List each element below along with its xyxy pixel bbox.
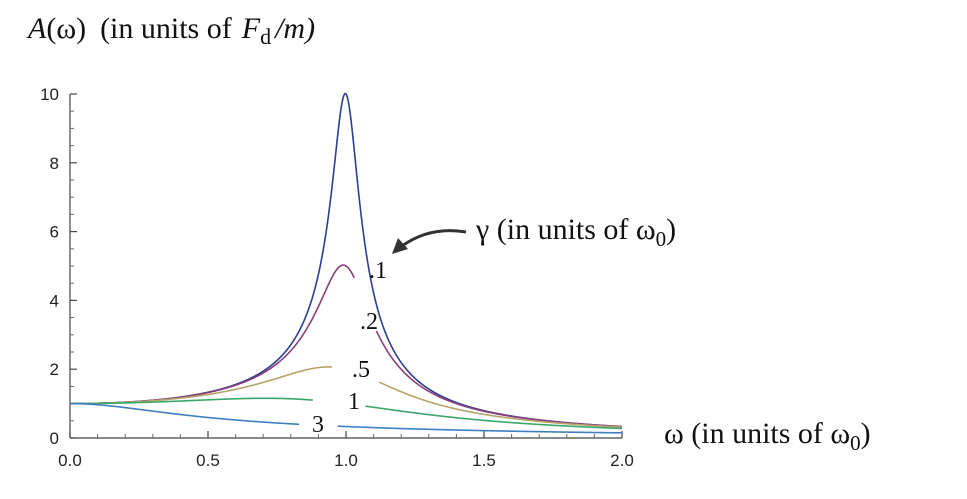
y-axis-title: A(ω) (in units of Fd/m) [26,12,315,49]
ticks [69,93,623,439]
legend-pointer: γ (in units of ω0) [392,213,676,254]
title-a-symbol: A [26,12,47,45]
title-units-prefix: (in units of [100,12,232,45]
x-axis-title-main: ω (in units of ω [664,417,850,450]
x-axis-title-sub: 0 [850,431,861,455]
curves [70,92,623,434]
x-axis-title-close: ) [861,417,871,450]
y-tick-label: 10 [40,85,59,104]
curve-labels: .1 .2 .5 13 [312,258,387,438]
y-tick-label: 8 [50,154,59,173]
x-tick-label: 0.5 [196,451,220,470]
curve-label: 1 [348,389,360,415]
label-gap [331,360,383,389]
label-gap [347,274,383,334]
y-tick-label: 6 [50,223,59,242]
y-tick-label: 2 [50,360,59,379]
legend-title-main: γ (in units of ω [475,213,656,246]
series-curve-gamma-0.1 [70,92,623,428]
legend-title: γ (in units of ω0) [475,213,676,251]
y-tick-label: 4 [50,291,59,310]
title-a-arg: (ω) [46,12,86,45]
x-axis-title: ω (in units of ω0) [664,417,871,455]
curve-label: .1 [369,258,387,284]
curve-label: 3 [312,412,324,438]
legend-title-sub: 0 [656,227,667,251]
legend-title-close: ) [666,213,676,246]
legend-arrow-shaft [401,229,467,248]
x-tick-label: 0.0 [58,451,82,470]
label-gaps [298,274,383,434]
x-tick-label: 2.0 [610,451,634,470]
legend-arrow-head [392,238,408,254]
curve-label: .5 [352,357,370,383]
label-gap [312,393,367,414]
curve-label: .2 [360,309,378,335]
label-gap [298,417,339,434]
title-f-symbol: F [241,12,261,45]
title-units-suffix: /m) [273,12,315,45]
series-curve-gamma-3 [70,402,622,434]
x-tick-label: 1.0 [334,451,358,470]
x-tick-label: 1.5 [472,451,496,470]
y-tick-label: 0 [50,429,59,448]
title-f-subscript: d [260,24,271,49]
